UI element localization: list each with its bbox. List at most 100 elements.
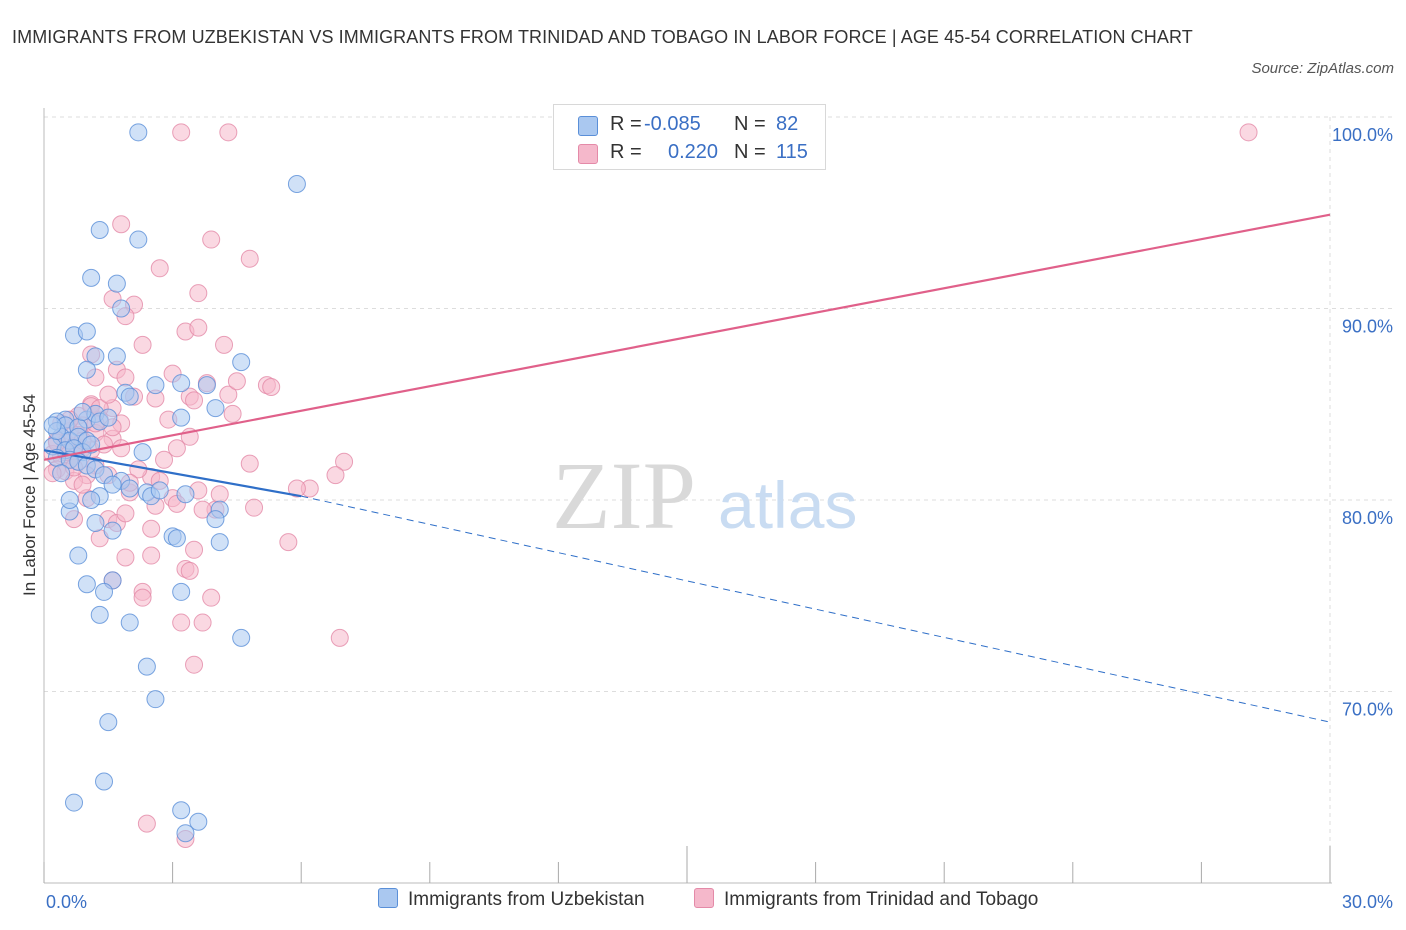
trinidad-point bbox=[112, 439, 131, 458]
trinidad-point bbox=[172, 613, 191, 632]
trinidad-point bbox=[215, 335, 234, 354]
y-tick-label: 90.0% bbox=[1342, 317, 1393, 337]
uzbekistan-point bbox=[146, 690, 165, 709]
uzbekistan-point bbox=[107, 347, 126, 366]
trinidad-point bbox=[155, 450, 174, 469]
trinidad-point bbox=[193, 613, 212, 632]
trinidad-point bbox=[133, 335, 152, 354]
bottom-legend-label-uzbekistan: Immigrants from Uzbekistan bbox=[408, 889, 645, 910]
uzbekistan-point bbox=[43, 416, 62, 435]
uzbekistan-point bbox=[232, 353, 251, 372]
legend-r-label: R = bbox=[610, 141, 642, 163]
watermark-zip: ZIP bbox=[552, 442, 696, 549]
uzbekistan-point bbox=[120, 387, 139, 406]
bottom-legend-swatch-trinidad bbox=[694, 888, 714, 908]
legend-n-value: 115 bbox=[776, 141, 808, 163]
uzbekistan-point bbox=[95, 582, 114, 601]
trinidad-point bbox=[240, 249, 259, 268]
trinidad-point bbox=[99, 385, 118, 404]
axes bbox=[43, 108, 1332, 884]
bottom-legend-uzbekistan: Immigrants from Uzbekistan bbox=[378, 888, 645, 911]
bottom-legend-swatch-uzbekistan bbox=[378, 888, 398, 908]
uzbekistan-point bbox=[150, 481, 169, 500]
trinidad-point bbox=[245, 498, 264, 517]
tick-labels: 70.0% 80.0% 90.0% 100.0% 0.0% 30.0% bbox=[46, 125, 1393, 912]
trinidad-point bbox=[172, 123, 191, 142]
trinidad-point bbox=[223, 404, 242, 423]
uzbekistan-point bbox=[133, 443, 152, 462]
uzbekistan-trend-extension bbox=[301, 495, 1331, 723]
uzbekistan-point bbox=[107, 274, 126, 293]
trinidad-point bbox=[287, 479, 306, 498]
trinidad-point bbox=[227, 372, 246, 391]
uzbekistan-point bbox=[77, 360, 96, 379]
trinidad-point bbox=[219, 123, 238, 142]
legend-swatch-uzbekistan bbox=[578, 116, 598, 136]
uzbekistan-point bbox=[120, 613, 139, 632]
uzbekistan-point bbox=[82, 491, 101, 509]
trinidad-point bbox=[116, 548, 135, 567]
uzbekistan-trend-line bbox=[43, 449, 302, 498]
x-tick-label: 30.0% bbox=[1342, 892, 1393, 912]
trinidad-point bbox=[189, 284, 208, 303]
trinidad-point bbox=[142, 519, 161, 538]
y-axis-label: In Labor Force | Age 45-54 bbox=[20, 394, 39, 596]
trinidad-point bbox=[116, 504, 135, 523]
uzbekistan-point bbox=[287, 175, 306, 194]
uzbekistan-point bbox=[86, 347, 105, 366]
watermark-atlas: atlas bbox=[718, 468, 857, 542]
trinidad-point bbox=[73, 475, 92, 494]
uzbekistan-point bbox=[60, 491, 79, 509]
legend-n-label: N = bbox=[734, 141, 766, 163]
trinidad-point bbox=[202, 230, 221, 249]
trinidad-point bbox=[202, 588, 221, 607]
legend-r-label: R = bbox=[610, 113, 642, 135]
bottom-legend-trinidad: Immigrants from Trinidad and Tobago bbox=[694, 888, 1038, 911]
grid-lines bbox=[44, 116, 1392, 883]
y-tick-label: 80.0% bbox=[1342, 508, 1393, 528]
y-tick-label: 70.0% bbox=[1342, 700, 1393, 720]
uzbekistan-point bbox=[103, 475, 122, 494]
trinidad-point bbox=[279, 533, 298, 552]
trinidad-point bbox=[185, 655, 204, 674]
legend-swatch-trinidad bbox=[578, 144, 598, 164]
uzbekistan-point bbox=[210, 533, 229, 552]
correlation-legend: R = -0.085 N = 82 R = 0.220 N = 115 bbox=[553, 104, 826, 170]
trinidad-point bbox=[133, 588, 152, 607]
uzbekistan-point bbox=[172, 582, 191, 601]
uzbekistan-point bbox=[69, 546, 88, 565]
uzbekistan-point bbox=[137, 657, 156, 676]
legend-n-value: 82 bbox=[776, 113, 799, 135]
uzbekistan-point bbox=[197, 376, 216, 395]
trend-lines bbox=[43, 213, 1331, 723]
uzbekistan-point bbox=[167, 529, 186, 548]
uzbekistan-point bbox=[90, 220, 109, 239]
uzbekistan-point bbox=[77, 575, 96, 594]
legend-r-value: 0.220 bbox=[668, 141, 719, 163]
uzbekistan-point bbox=[86, 513, 105, 532]
uzbekistan-point bbox=[82, 435, 101, 454]
y-tick-label: 100.0% bbox=[1332, 125, 1393, 145]
uzbekistan-point bbox=[90, 605, 109, 624]
uzbekistan-point bbox=[99, 408, 118, 427]
trinidad-point bbox=[210, 485, 229, 504]
trinidad-point bbox=[116, 368, 135, 387]
source-label: Source: ZipAtlas.com bbox=[1251, 60, 1394, 77]
uzbekistan-point bbox=[176, 824, 195, 843]
trinidad-point bbox=[185, 540, 204, 559]
uzbekistan-point bbox=[189, 812, 208, 831]
uzbekistan-point bbox=[120, 479, 139, 498]
trinidad-trend-line bbox=[43, 213, 1331, 461]
trinidad-point bbox=[167, 439, 186, 458]
uzbekistan-point bbox=[99, 713, 118, 732]
uzbekistan-point bbox=[146, 376, 165, 395]
chart-title: IMMIGRANTS FROM UZBEKISTAN VS IMMIGRANTS… bbox=[12, 27, 1193, 47]
uzbekistan-point bbox=[73, 402, 92, 421]
trinidad-point bbox=[240, 454, 259, 473]
trinidad-point bbox=[150, 259, 169, 278]
trinidad-point bbox=[1239, 123, 1258, 142]
uzbekistan-point bbox=[112, 299, 131, 318]
x-tick-label: 0.0% bbox=[46, 892, 87, 912]
uzbekistan-point bbox=[206, 399, 225, 418]
